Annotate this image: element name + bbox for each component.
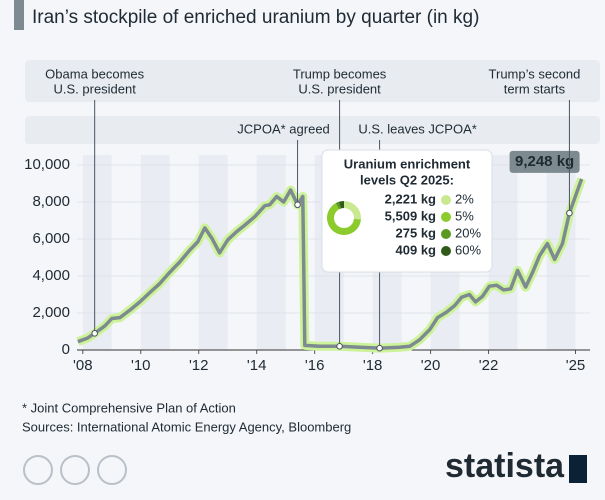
annotation-marker [336, 343, 343, 350]
legend-swatch [441, 195, 451, 205]
annotation-label: U.S. president [298, 81, 381, 96]
y-tick-label: 10,000 [24, 156, 70, 173]
annotation-label: term starts [504, 81, 566, 96]
x-tick-label: '16 [305, 357, 325, 374]
inset-title: Uranium enrichment [344, 156, 471, 171]
annotation-label: U.S. president [53, 81, 136, 96]
footnote: * Joint Comprehensive Plan of Action [22, 400, 236, 415]
value-label: 9,248 kg [515, 153, 574, 170]
title-accent [14, 0, 24, 30]
x-tick-label: '12 [189, 357, 209, 374]
chart-subtitle: Iran’s stockpile of enriched uranium by … [32, 7, 479, 28]
legend-value: 275 kg [396, 225, 437, 240]
x-tick-label: '08 [73, 357, 93, 374]
pie-slice [338, 201, 344, 209]
pie-slice [326, 203, 361, 235]
legend-swatch [441, 246, 451, 256]
annotation-label: Trump’s second [489, 66, 581, 81]
annotation-marker [91, 330, 98, 337]
y-tick-label: 2,000 [32, 304, 70, 321]
legend-swatch [441, 212, 451, 222]
legend-value: 5,509 kg [385, 208, 436, 223]
plot: 0 2,000 4,000 6,000 8,000 10,000 '08 '10 '12 '14 '… [24, 66, 590, 374]
legend-label: 60% [455, 242, 481, 257]
annotation-label: Obama becomes [45, 66, 144, 81]
year-band [140, 155, 170, 350]
annotation-label: JCPOA* agreed [237, 121, 330, 136]
legend-label: 20% [455, 225, 481, 240]
annotation-marker [376, 344, 383, 352]
legend-swatch [441, 229, 451, 239]
annotation-band [25, 60, 600, 102]
annotation-marker [566, 209, 573, 217]
inset-title: levels Q2 2025: [360, 172, 454, 187]
line [77, 178, 584, 350]
legend-value: 409 kg [396, 242, 437, 257]
x-tick-label: '18 [363, 357, 383, 374]
source: Sources: International Atomic Energy Age… [22, 419, 351, 434]
inset-box [321, 149, 493, 273]
annotation-marker [294, 201, 301, 209]
y-tick-label: 8,000 [32, 193, 70, 210]
annotation-band [25, 116, 600, 144]
x-tick-label: '25 [566, 357, 586, 374]
license-icons [23, 455, 127, 485]
pie-slice [344, 201, 361, 220]
legend-label: 2% [455, 191, 474, 206]
year-band [488, 155, 518, 350]
x-tick-label: '20 [421, 357, 441, 374]
legend-label: 5% [455, 208, 474, 223]
y-tick-label: 4,000 [32, 267, 70, 284]
y-tick-label: 6,000 [32, 230, 70, 247]
value-label-box [509, 150, 580, 173]
annotation-label: U.S. leaves JCPOA* [358, 121, 477, 136]
brand-icon [569, 455, 587, 483]
y-tick-label: 0 [62, 341, 70, 358]
pie-slice [335, 201, 341, 210]
brand-logo: statista [445, 447, 565, 485]
x-tick-label: '10 [131, 357, 151, 374]
annotation-label: Trump becomes [293, 66, 387, 81]
x-tick-label: '14 [247, 357, 267, 374]
legend-value: 2,221 kg [385, 191, 436, 206]
x-tick-label: '22 [479, 357, 499, 374]
year-band [256, 155, 286, 350]
